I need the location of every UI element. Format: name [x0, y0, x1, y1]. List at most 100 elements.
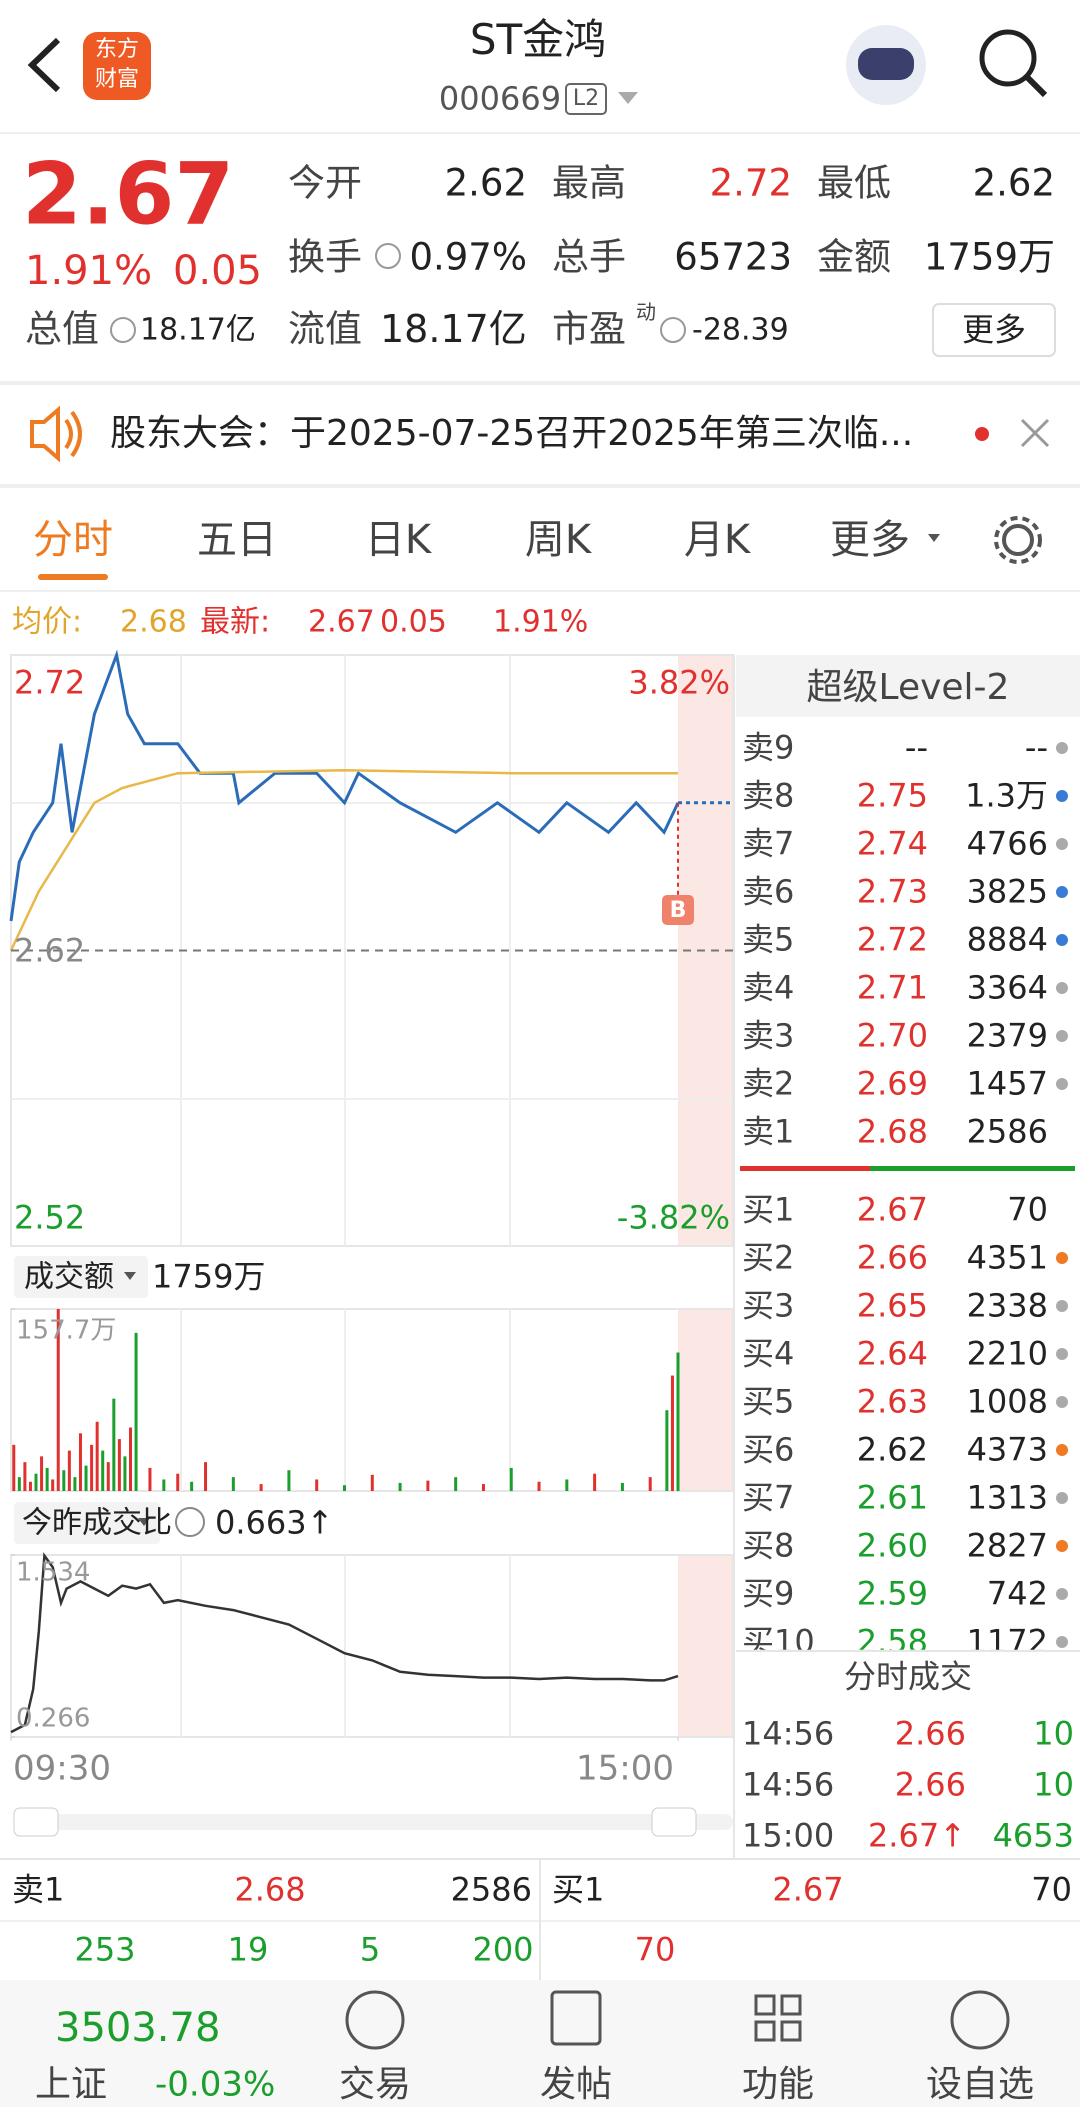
- notice-text[interactable]: 股东大会：于2025-07-25召开2025年第三次临...: [110, 413, 914, 455]
- close-button[interactable]: [1020, 418, 1050, 448]
- volume-bar: [593, 1473, 597, 1491]
- last-price: 2.67: [22, 144, 235, 245]
- trade-icon[interactable]: [345, 1990, 405, 2050]
- volume-bar: [620, 1482, 624, 1491]
- volume-bar: [426, 1480, 430, 1491]
- volume-bar: [398, 1482, 402, 1491]
- volume-bar: [67, 1450, 71, 1491]
- book-dot: [1056, 1078, 1068, 1090]
- book-volume: 1457: [966, 1064, 1048, 1103]
- book-label: 卖8: [742, 776, 795, 815]
- tab[interactable]: 月K: [683, 517, 751, 563]
- nav-item[interactable]: 交易: [338, 2064, 412, 2106]
- book-volume: 4351: [966, 1238, 1048, 1277]
- unread-dot: [975, 427, 989, 441]
- ask-order: 5: [359, 1930, 381, 1969]
- book-price: 2.59: [856, 1574, 928, 1613]
- volume-bar: [454, 1477, 458, 1491]
- more-button[interactable]: [932, 303, 1056, 357]
- dropdown-box[interactable]: [14, 1256, 148, 1298]
- dropdown-arrow[interactable]: [618, 92, 638, 104]
- book-price: 2.58: [856, 1622, 928, 1661]
- book-dot: [1056, 1252, 1068, 1264]
- scroll-handle[interactable]: [13, 1807, 59, 1837]
- volume-bar: [45, 1467, 49, 1491]
- info-icon[interactable]: [660, 317, 686, 343]
- book-price: 2.65: [856, 1286, 928, 1325]
- tab-indicator: [38, 574, 108, 580]
- book-price: 2.67: [856, 1190, 928, 1229]
- volume-bar: [28, 1481, 32, 1491]
- volume-selector[interactable]: 成交额: [24, 1259, 114, 1295]
- field-value: 0.97%: [409, 235, 527, 279]
- book-dot: [1056, 1444, 1068, 1456]
- tab[interactable]: 五日: [197, 517, 277, 563]
- field-label: 换手: [288, 235, 362, 279]
- divider: [0, 132, 1080, 134]
- help-icon[interactable]: [175, 1507, 205, 1537]
- y-tick-label: 2.52: [14, 1198, 86, 1237]
- trade-price: 2.66: [894, 1714, 966, 1753]
- dropdown-box[interactable]: [14, 1502, 160, 1544]
- post-icon[interactable]: [550, 1990, 602, 2046]
- book-volume: 3825: [966, 872, 1048, 911]
- volume-bar: [343, 1485, 346, 1491]
- nav-item[interactable]: 设自选: [925, 2064, 1035, 2106]
- info-icon[interactable]: [110, 317, 136, 343]
- field-superscript: 动: [636, 300, 656, 324]
- nav-item[interactable]: 功能: [741, 2064, 815, 2106]
- tab[interactable]: 周K: [524, 517, 592, 563]
- field-label: 金额: [817, 235, 891, 279]
- search-button[interactable]: [979, 29, 1037, 87]
- volume-bar: [106, 1462, 110, 1491]
- dropdown-arrow: [138, 1518, 150, 1526]
- index-name: 上证: [35, 2064, 108, 2106]
- index-value[interactable]: 3503.78: [55, 2005, 221, 2051]
- book-label: 买8: [742, 1526, 795, 1565]
- function-icon[interactable]: [754, 1994, 776, 2016]
- field-value: 18.17亿: [380, 307, 527, 352]
- trade-volume: 10: [1033, 1765, 1074, 1804]
- scroll-handle[interactable]: [651, 1807, 697, 1837]
- series-line: [9, 649, 680, 922]
- book-volume: 2827: [966, 1526, 1048, 1565]
- search-handle: [1024, 74, 1048, 98]
- settings-button[interactable]: [1002, 524, 1034, 556]
- field-label: 今开: [288, 161, 362, 205]
- volume-bar: [259, 1484, 263, 1491]
- divider: [539, 1860, 541, 1980]
- divider: [0, 1858, 1080, 1860]
- book-price: 2.73: [856, 872, 928, 911]
- function-icon: [754, 2020, 776, 2042]
- book-label: 买7: [742, 1478, 795, 1517]
- more-button-label[interactable]: 更多: [961, 310, 1027, 349]
- info-icon[interactable]: [375, 243, 401, 269]
- logo-text: 财富: [94, 66, 140, 92]
- book-label: 买9: [742, 1574, 795, 1613]
- divider: [0, 484, 1080, 488]
- trades-title[interactable]: 分时成交: [843, 1657, 973, 1696]
- volume-bar: [78, 1433, 82, 1491]
- avg-label: 均价:: [12, 604, 83, 640]
- dropdown-arrow[interactable]: [928, 534, 940, 542]
- field-label: 最低: [817, 161, 891, 205]
- volume-bar: [676, 1352, 680, 1491]
- level2-header-bg: [736, 655, 1080, 717]
- book-price: 2.71: [856, 968, 928, 1007]
- watchlist-icon[interactable]: [950, 1990, 1010, 2050]
- level-badge-text: L2: [572, 85, 600, 111]
- trade-volume: 10: [1033, 1714, 1074, 1753]
- ratio-selector[interactable]: 今昨成交比: [22, 1505, 172, 1541]
- tab[interactable]: 更多: [830, 517, 910, 563]
- book-price: --: [904, 728, 928, 767]
- field-label: 总值: [25, 307, 99, 351]
- tab[interactable]: 日K: [364, 517, 432, 563]
- nav-item[interactable]: 发帖: [539, 2064, 613, 2106]
- book-label: 买3: [742, 1286, 795, 1325]
- book-price: 2.74: [856, 824, 928, 863]
- scrollbar-track[interactable]: [14, 1814, 733, 1830]
- volume-bar: [148, 1467, 152, 1491]
- back-button[interactable]: [27, 37, 61, 93]
- tab[interactable]: 分时: [33, 517, 113, 563]
- book-price: 2.70: [856, 1016, 928, 1055]
